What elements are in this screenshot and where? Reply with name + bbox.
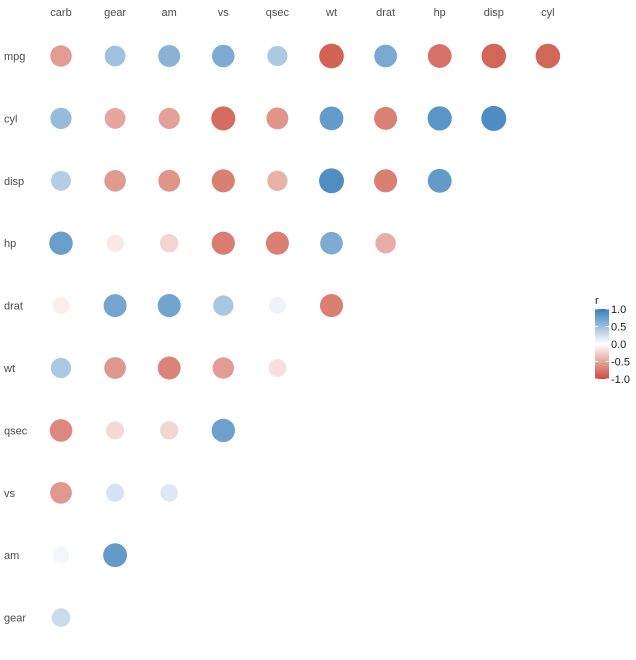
correlation-circle-hp-qsec xyxy=(265,231,289,255)
correlation-circle-mpg-am xyxy=(158,45,181,67)
correlation-circle-cyl-hp xyxy=(427,106,452,131)
y-axis-labels: mpg cyl disp hp drat wt qsec vs am gear xyxy=(3,51,28,625)
x-tick-label: gear xyxy=(104,7,126,19)
legend-title: r xyxy=(595,295,599,307)
correlation-circle-mpg-gear xyxy=(104,45,126,67)
correlation-circle-hp-am xyxy=(160,234,179,253)
y-tick-label: drat xyxy=(4,301,23,313)
legend-ticks: 1.0 0.5 0.0 -0.5 -1.0 xyxy=(595,304,630,386)
correlation-circle-drat-wt xyxy=(319,294,344,318)
correlation-circle-gear-carb xyxy=(51,608,71,627)
correlation-circle-qsec-carb xyxy=(49,419,73,442)
correlation-circle-am-gear xyxy=(103,543,128,568)
y-tick-label: disp xyxy=(4,176,24,188)
correlation-circle-qsec-am xyxy=(160,421,179,440)
correlation-circle-drat-vs xyxy=(213,295,234,316)
correlation-circle-hp-wt xyxy=(320,231,343,255)
correlation-circle-qsec-vs xyxy=(211,418,235,443)
correlation-circles xyxy=(49,43,561,627)
correlation-circle-hp-carb xyxy=(49,231,73,255)
correlation-circle-drat-qsec xyxy=(268,297,286,315)
correlation-circle-mpg-qsec xyxy=(267,45,288,67)
correlation-circle-disp-am xyxy=(158,169,181,192)
correlation-circle-disp-carb xyxy=(51,170,71,191)
x-tick-label: qsec xyxy=(266,7,290,19)
y-tick-label: hp xyxy=(4,238,16,250)
x-tick-label: wt xyxy=(325,7,337,19)
y-tick-label: qsec xyxy=(4,425,28,437)
correlation-circle-hp-drat xyxy=(375,232,396,254)
correlation-circle-hp-gear xyxy=(106,234,124,252)
correlation-circle-cyl-am xyxy=(158,107,180,129)
correlation-circle-mpg-hp xyxy=(427,44,452,68)
correlation-circle-cyl-vs xyxy=(211,106,236,131)
correlation-circle-disp-vs xyxy=(211,169,235,193)
x-tick-label: carb xyxy=(50,7,71,19)
y-tick-label: mpg xyxy=(4,51,25,63)
y-tick-label: cyl xyxy=(4,113,17,125)
y-tick-label: vs xyxy=(4,488,16,500)
correlation-circle-vs-am xyxy=(160,483,179,502)
correlation-circle-wt-carb xyxy=(50,357,72,379)
correlation-circle-disp-drat xyxy=(374,169,398,193)
y-tick-label: am xyxy=(4,550,19,562)
correlation-circle-disp-hp xyxy=(427,168,452,193)
correlation-circle-cyl-disp xyxy=(481,105,507,131)
correlation-circle-mpg-disp xyxy=(481,43,507,69)
correlation-circle-wt-vs xyxy=(212,357,235,379)
correlation-circle-vs-carb xyxy=(50,481,72,504)
x-tick-label: cyl xyxy=(541,7,554,19)
legend-tick-label: -0.5 xyxy=(611,357,630,369)
correlation-circle-disp-gear xyxy=(104,170,126,192)
x-tick-label: hp xyxy=(434,7,446,19)
legend-colorbar xyxy=(595,309,609,379)
correlation-circle-mpg-wt xyxy=(319,43,344,69)
y-tick-label: gear xyxy=(4,613,26,625)
correlation-circle-wt-gear xyxy=(104,357,126,379)
legend-tick-label: 0.5 xyxy=(611,322,626,334)
correlation-circle-vs-gear xyxy=(106,483,125,502)
correlation-circle-am-carb xyxy=(52,546,70,564)
correlation-circle-wt-qsec xyxy=(268,359,287,377)
x-axis-labels: carb gear am vs qsec wt drat hp disp cyl xyxy=(50,7,554,19)
x-tick-label: drat xyxy=(376,7,395,19)
y-tick-label: wt xyxy=(3,363,15,375)
correlation-circle-cyl-drat xyxy=(374,106,398,130)
correlation-circle-mpg-drat xyxy=(374,44,397,68)
correlation-circle-mpg-carb xyxy=(50,45,72,67)
correlation-circle-wt-am xyxy=(157,356,181,380)
x-tick-label: vs xyxy=(218,7,230,19)
correlation-circle-mpg-vs xyxy=(212,44,235,68)
correlation-circle-drat-gear xyxy=(103,294,127,318)
correlation-circle-qsec-gear xyxy=(106,421,125,440)
x-tick-label: am xyxy=(162,7,177,19)
legend-tick-label: 1.0 xyxy=(611,304,626,316)
correlation-circle-drat-am xyxy=(157,294,181,318)
correlation-circle-drat-carb xyxy=(52,297,70,315)
x-tick-label: disp xyxy=(484,7,504,19)
color-legend: r 1.0 0.5 0.0 -0.5 -1.0 xyxy=(595,295,630,386)
legend-tick-label: 0.0 xyxy=(611,339,626,351)
correlation-circle-disp-wt xyxy=(319,168,344,194)
correlation-circle-hp-vs xyxy=(211,231,235,255)
correlation-circle-mpg-cyl xyxy=(535,43,561,69)
correlation-circle-cyl-carb xyxy=(50,107,72,130)
correlation-circle-cyl-wt xyxy=(319,106,344,131)
legend-tick-label: -1.0 xyxy=(611,374,630,386)
correlation-circle-cyl-gear xyxy=(104,107,126,129)
correlation-circle-cyl-qsec xyxy=(266,107,289,130)
correlation-circle-disp-qsec xyxy=(267,170,288,191)
